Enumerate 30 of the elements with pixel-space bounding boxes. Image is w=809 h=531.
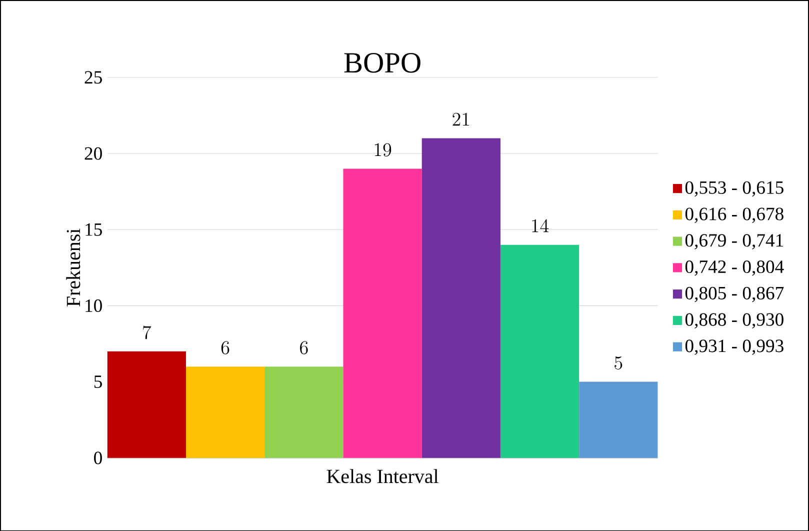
- y-tick-label: 10: [86, 299, 102, 312]
- data-label: 19: [374, 143, 392, 156]
- y-tick-label: 20: [84, 147, 102, 160]
- data-label: 6: [300, 341, 308, 354]
- legend-label: 0,742 - 0,804: [685, 260, 784, 276]
- legend-label: 0,868 - 0,930: [685, 313, 784, 328]
- y-tick-label: 25: [84, 70, 102, 84]
- bar: [264, 366, 344, 458]
- y-axis-title: Frekuensi: [66, 228, 80, 306]
- y-tick-label: 5: [94, 375, 102, 388]
- bar: [186, 366, 265, 458]
- bar: [422, 138, 500, 458]
- legend-label: 0,553 - 0,615: [685, 181, 784, 196]
- legend-label: 0,931 - 0,993: [685, 339, 784, 355]
- chart-title: BOPO: [344, 52, 420, 73]
- data-label: 21: [452, 112, 469, 126]
- legend-label: 0,616 - 0,678: [685, 208, 784, 223]
- legend-label: 0,679 - 0,741: [685, 234, 784, 250]
- data-label: 6: [221, 341, 230, 354]
- bar: [579, 382, 658, 458]
- data-label: 14: [532, 219, 549, 232]
- y-tick-label: 0: [94, 451, 102, 464]
- data-label: 7: [143, 326, 152, 339]
- legend-label: 0,805 - 0,867: [685, 286, 784, 302]
- bar: [500, 244, 580, 458]
- x-axis-title: Kelas Interval: [326, 468, 438, 483]
- data-label: 5: [614, 356, 622, 370]
- bar: [343, 168, 422, 458]
- bar: [107, 351, 186, 458]
- y-tick-label: 15: [86, 223, 102, 236]
